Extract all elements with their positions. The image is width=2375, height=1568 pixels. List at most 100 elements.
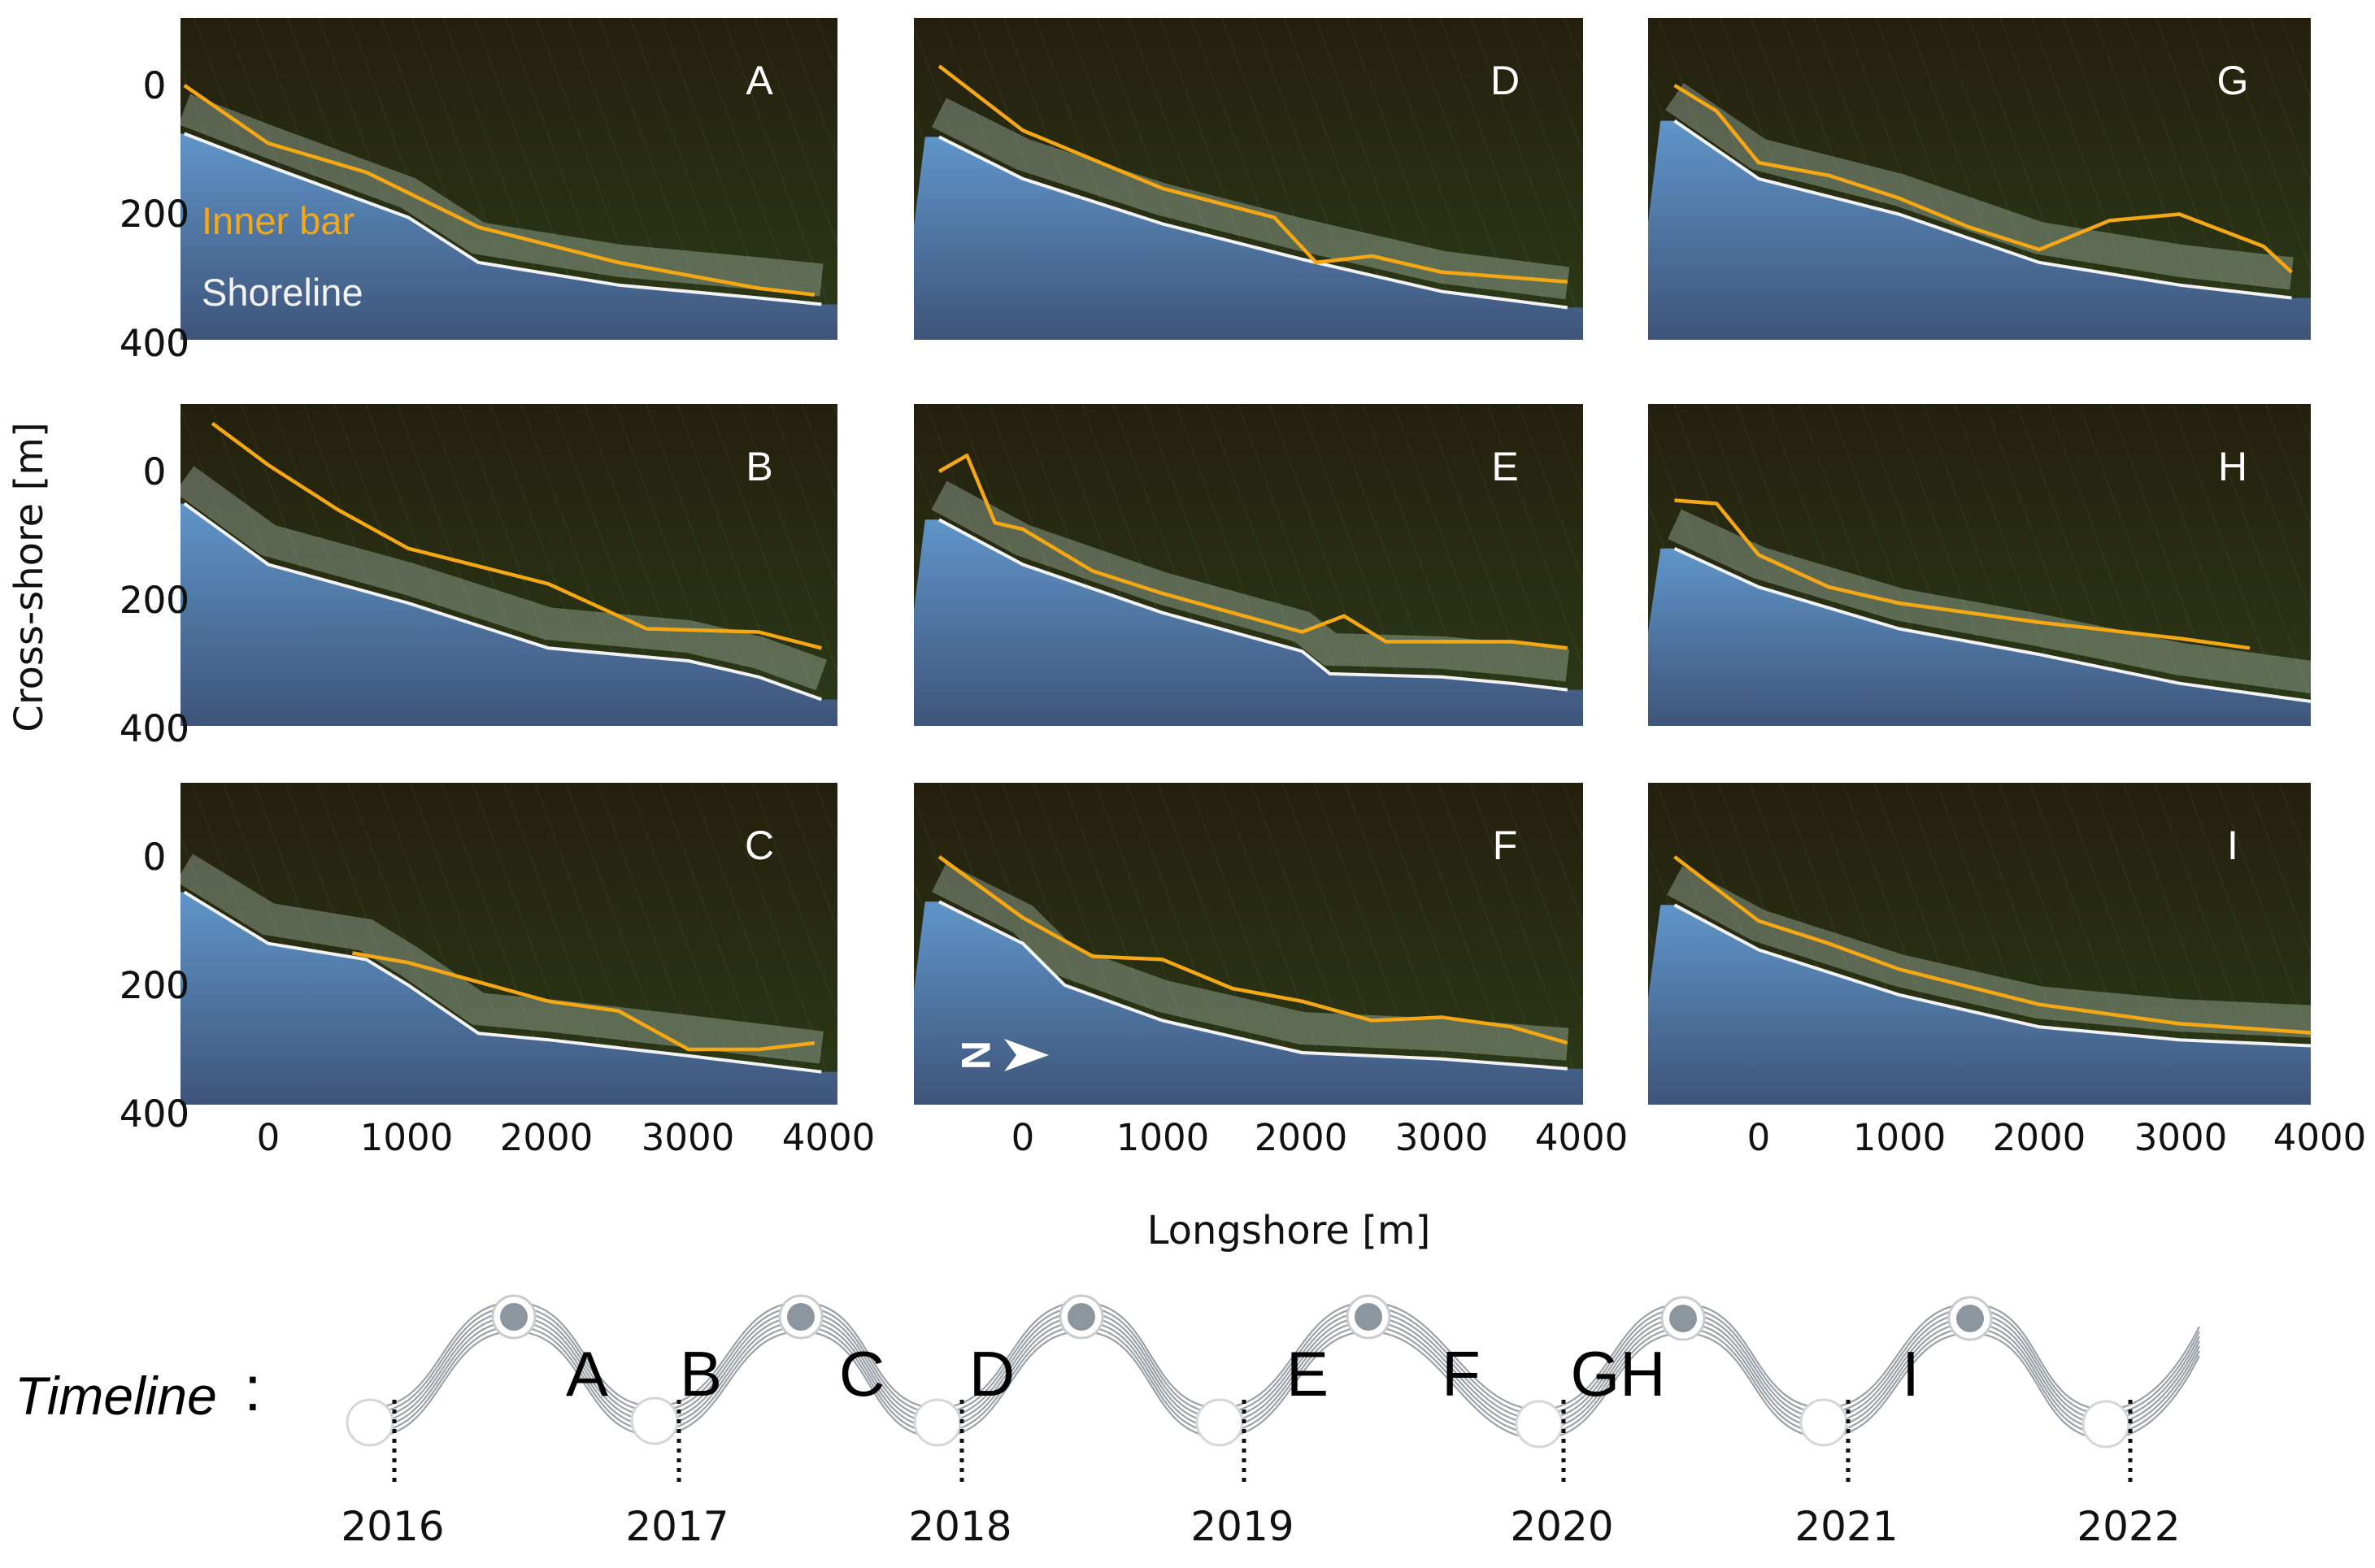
surf-zone xyxy=(181,466,828,691)
y-tick-label: 200 xyxy=(120,964,189,1007)
timeline-year-node xyxy=(1195,1398,1244,1447)
y-tick-label: 200 xyxy=(120,964,189,1007)
panel-h: H 0 200 400 xyxy=(120,404,2311,750)
panel-e: E 0 200 400 xyxy=(120,404,1583,750)
y-tick-label: 0 xyxy=(143,836,167,879)
surf-zone xyxy=(181,853,824,1064)
timeline-event-label: B xyxy=(680,1338,722,1409)
panel-label: H xyxy=(2218,444,2247,489)
inner-bar-line xyxy=(937,454,1568,650)
legend-entry: Shoreline xyxy=(202,271,363,314)
timeline-year-label: 2021 xyxy=(1794,1503,1898,1550)
panels-layer: A 0 200 400 Inner bar Shoreline B 0 200 400 C 0 200 4… xyxy=(120,18,2366,1159)
y-tick-label: 0 xyxy=(143,64,167,107)
shoreline-line xyxy=(183,132,822,306)
beach-area xyxy=(181,133,837,340)
x-tick-label: 2000 xyxy=(500,1116,594,1159)
beach-area xyxy=(914,137,1583,340)
panel-label: B xyxy=(746,444,772,489)
timeline-year-label: 2022 xyxy=(2077,1503,2180,1550)
y-tick-label: 400 xyxy=(120,707,189,750)
legend-entry: Inner bar xyxy=(202,199,355,242)
y-tick-label: 200 xyxy=(120,193,189,236)
surf-zone xyxy=(931,480,1570,682)
x-axis-title: Longshore [m] xyxy=(1147,1208,1431,1253)
panel-label: G xyxy=(2217,58,2249,103)
y-tick-label: 0 xyxy=(143,450,167,493)
beach-area xyxy=(1648,905,2311,1105)
y-tick-label: 200 xyxy=(120,579,189,622)
shoreline-line xyxy=(1673,546,2311,703)
timeline-year-label: 2016 xyxy=(341,1503,444,1550)
beach-area xyxy=(1648,548,2311,726)
timeline-peak-dot xyxy=(1669,1305,1697,1332)
y-tick-label: 200 xyxy=(120,193,189,236)
panel-label: C xyxy=(745,823,774,868)
panel-d: D 0 200 400 xyxy=(120,18,1583,365)
inner-bar-line xyxy=(1673,84,2294,274)
timeline-year-node xyxy=(630,1396,679,1445)
inner-bar-line xyxy=(352,951,816,1052)
timeline-peak-dot xyxy=(1956,1305,1984,1332)
surf-zone xyxy=(932,98,1570,300)
timeline-title: Timeline xyxy=(15,1366,217,1426)
x-tick-label: 4000 xyxy=(782,1116,876,1159)
y-tick-label: 0 xyxy=(143,64,167,107)
shoreline-line xyxy=(1673,119,2292,300)
x-tick-label: 0 xyxy=(1011,1116,1035,1159)
timeline-event-label: A xyxy=(566,1338,608,1409)
x-tick-label: 0 xyxy=(1747,1116,1771,1159)
x-tick-label: 2000 xyxy=(1993,1116,2086,1159)
timeline-event-label: F xyxy=(1442,1338,1481,1409)
timeline-year-node xyxy=(1799,1398,1848,1447)
y-tick-label: 200 xyxy=(120,579,189,622)
timeline-year-node xyxy=(1515,1400,1564,1449)
x-tick-label: 3000 xyxy=(1395,1116,1489,1159)
timeline-peak-dot xyxy=(1355,1303,1382,1331)
inner-bar-line xyxy=(211,421,822,650)
beach-area xyxy=(181,503,837,726)
y-tick-label: 400 xyxy=(120,322,189,365)
panel-label: I xyxy=(2227,823,2238,868)
x-tick-label: 1000 xyxy=(1116,1116,1210,1159)
shoreline-line xyxy=(183,502,823,701)
inner-bar-line xyxy=(183,84,816,297)
north-arrow-icon xyxy=(1004,1039,1049,1071)
y-tick-label: 200 xyxy=(120,579,189,622)
shoreline-line xyxy=(183,890,822,1074)
svg-text:N: N xyxy=(953,1040,998,1070)
timeline-event-label: D xyxy=(969,1338,1015,1409)
timeline-year-node xyxy=(2081,1400,2130,1449)
beach-area xyxy=(914,519,1583,726)
timeline-event-label: I xyxy=(1902,1338,1920,1409)
y-tick-label: 400 xyxy=(120,1092,189,1136)
inner-bar-line xyxy=(1674,498,2251,650)
panel-label: E xyxy=(1491,444,1518,489)
x-tick-label: 4000 xyxy=(2273,1116,2367,1159)
panel-b: B 0 200 400 xyxy=(120,404,837,750)
y-tick-label: 0 xyxy=(143,450,167,493)
shoreline-line xyxy=(938,900,1568,1071)
timeline-year-label: 2017 xyxy=(625,1503,729,1550)
timeline-year-label: 2019 xyxy=(1190,1503,1294,1550)
beach-area xyxy=(914,901,1583,1105)
x-tick-label: 0 xyxy=(257,1116,281,1159)
inner-bar-line xyxy=(937,855,1568,1045)
timeline: Timeline: 2016 2017 2018 2019 2020 2021 2022 A B C… xyxy=(15,1294,2200,1550)
y-tick-label: 400 xyxy=(120,707,189,750)
timeline-separator: : xyxy=(244,1353,262,1424)
timeline-year-node xyxy=(346,1398,394,1447)
x-tick-label: 3000 xyxy=(642,1116,735,1159)
inner-bar-line xyxy=(1673,855,2311,1035)
timeline-year-label: 2018 xyxy=(908,1503,1011,1550)
panel-label: D xyxy=(1490,58,1520,103)
timeline-year-label: 2020 xyxy=(1510,1503,1613,1550)
beach-area xyxy=(181,892,837,1105)
y-tick-label: 400 xyxy=(120,1092,189,1136)
timeline-year-node xyxy=(913,1398,962,1447)
north-arrow: N xyxy=(953,1039,1049,1071)
panel-label: A xyxy=(746,58,773,103)
timeline-event-label: C xyxy=(839,1338,885,1409)
